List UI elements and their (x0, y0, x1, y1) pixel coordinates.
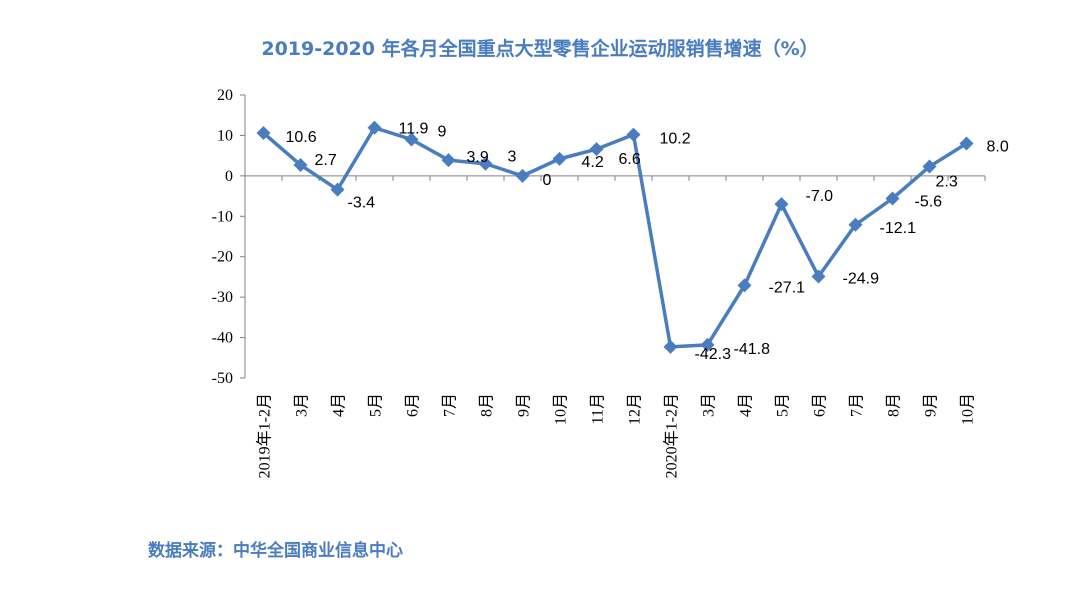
data-labels: 10.6 2.7 -3.4 11.9 9 3.9 3 0 4.2 6.6 10.2 -42.3 -41.… (286, 121, 1009, 363)
x-axis-labels: 2019年1-2月 3月 4月 5月 6月 7月 8月 9月 10月 11月 12月 2020年1-2… (256, 393, 977, 478)
x-tick-label: 7月 (849, 393, 866, 417)
data-label: -5.6 (915, 193, 943, 210)
chart-title: 2019-2020 年各月全国重点大型零售企业运动服销售增速（%） (261, 38, 819, 60)
x-tick-label: 2020年1-2月 (663, 393, 681, 478)
data-label: 3.9 (467, 149, 489, 166)
x-tick-label: 3月 (294, 393, 311, 417)
data-label: 10.2 (660, 131, 691, 148)
data-label: -12.1 (880, 220, 917, 237)
x-tick-label: 10月 (553, 393, 570, 425)
data-point (885, 191, 900, 206)
data-label: -27.1 (769, 279, 806, 296)
data-label: 3 (508, 149, 517, 166)
data-label: 8.0 (987, 139, 1009, 156)
x-tick-label: 5月 (775, 393, 792, 417)
data-label: 0 (543, 172, 552, 189)
data-point (404, 132, 419, 147)
data-point (922, 159, 937, 174)
data-label: -41.8 (734, 341, 771, 358)
data-label: 10.6 (286, 129, 317, 146)
y-tick-label: 0 (225, 168, 233, 185)
data-point (589, 142, 604, 157)
data-point (626, 127, 641, 142)
data-point (367, 120, 382, 135)
x-tick-label: 2019年1-2月 (256, 393, 274, 478)
data-point (737, 278, 752, 293)
series-line-path (262, 125, 968, 349)
y-tick-label: -50 (212, 370, 233, 387)
data-point (959, 136, 974, 151)
x-tick-label: 4月 (738, 393, 755, 417)
data-point (441, 153, 456, 168)
x-tick-label: 7月 (442, 393, 459, 417)
data-markers (256, 120, 974, 354)
x-tick-label: 12月 (627, 393, 644, 425)
data-label: 6.6 (619, 151, 641, 168)
x-tick-label: 5月 (368, 393, 385, 417)
x-tick-label: 6月 (812, 393, 829, 417)
y-tick-label: 20 (217, 87, 233, 104)
x-tick-label: 9月 (923, 393, 940, 417)
data-label: 2.3 (936, 174, 958, 191)
data-point (256, 126, 271, 141)
y-tick-label: -10 (212, 208, 233, 225)
y-tick-label: 10 (217, 127, 233, 144)
data-label: 2.7 (315, 152, 337, 169)
y-tick-label: -30 (212, 289, 233, 306)
data-point (478, 156, 493, 171)
x-tick-label: 11月 (590, 393, 607, 424)
data-label: -24.9 (843, 271, 880, 288)
x-tick-label: 6月 (405, 393, 422, 417)
data-label: 9 (438, 123, 447, 140)
data-label: -7.0 (806, 188, 834, 205)
data-label: 4.2 (582, 154, 604, 171)
axes (244, 95, 986, 378)
x-tick-label: 8月 (886, 393, 903, 417)
data-label: 11.9 (399, 121, 429, 138)
data-point (293, 157, 308, 172)
x-tick-label: 4月 (331, 393, 348, 417)
x-tick-label: 9月 (516, 393, 533, 417)
source-note: 数据来源：中华全国商业信息中心 (148, 541, 403, 561)
data-point (811, 269, 826, 284)
data-label: -42.3 (695, 346, 732, 363)
x-tick-label: 8月 (479, 393, 496, 417)
data-label: -3.4 (348, 195, 376, 212)
x-tick-label: 3月 (701, 393, 718, 417)
data-point (700, 337, 715, 352)
x-tick-label: 10月 (960, 393, 977, 425)
y-tick-label: -20 (212, 249, 233, 266)
data-point (774, 197, 789, 212)
data-point (663, 339, 678, 354)
data-point (848, 217, 863, 232)
data-point (515, 168, 530, 183)
y-axis-ticks: 20 10 0 -10 -20 -30 -40 -50 (212, 87, 245, 387)
series-line (262, 125, 968, 349)
data-point (330, 182, 345, 197)
data-point (552, 151, 567, 166)
y-tick-label: -40 (212, 330, 233, 347)
